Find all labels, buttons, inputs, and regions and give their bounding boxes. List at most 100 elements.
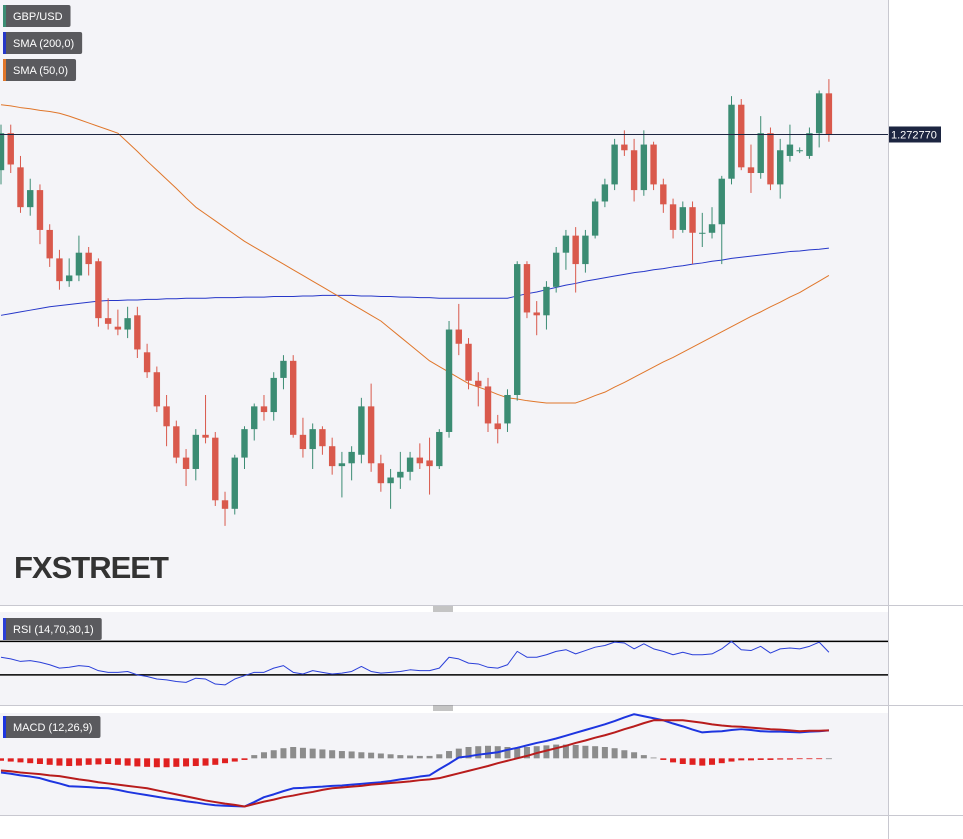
histogram-bar (0, 758, 4, 761)
histogram-bar (192, 758, 199, 767)
histogram-bar (660, 758, 667, 760)
histogram-bar (631, 752, 638, 759)
histogram-bar (134, 758, 141, 767)
legend-swatch (3, 32, 6, 54)
candle-body (299, 434, 307, 450)
histogram-bar (786, 758, 793, 760)
histogram-bar (280, 748, 287, 759)
candle-body (377, 463, 385, 484)
histogram-bar (806, 758, 813, 760)
candle-body (572, 235, 579, 265)
candle-body (387, 477, 394, 484)
candle-body (708, 224, 716, 233)
candle-body (718, 178, 725, 225)
histogram-bar (319, 749, 326, 759)
candle-body (75, 252, 83, 276)
candle-body (445, 329, 453, 432)
legend-label: SMA (50,0) (13, 65, 68, 77)
candle-body (212, 437, 219, 501)
candle-body (767, 133, 774, 185)
candle-body (562, 235, 570, 253)
line (0, 104, 830, 404)
candle-body (134, 315, 141, 350)
candle-body (806, 133, 813, 156)
legend-box (3, 32, 83, 54)
histogram-bar (718, 758, 725, 764)
candle-body (65, 275, 73, 282)
candle-body (582, 235, 589, 265)
histogram-bar (290, 747, 297, 759)
histogram-bar (514, 747, 521, 759)
legend-swatch (3, 5, 6, 27)
candle-body (27, 190, 34, 208)
histogram-bar (426, 755, 433, 759)
histogram-bar (251, 755, 258, 759)
candle-body (640, 144, 648, 191)
candle-body (660, 184, 667, 205)
histogram-bar (601, 747, 608, 759)
candle-body (95, 261, 102, 319)
histogram-bar (757, 758, 764, 760)
histogram-bar (679, 758, 686, 764)
histogram-bar (66, 758, 73, 767)
histogram-bar (173, 758, 180, 767)
candle-body (699, 232, 706, 234)
candle-body (523, 264, 531, 313)
histogram-bar (728, 758, 735, 762)
histogram-bar (377, 753, 384, 759)
histogram-bar (553, 744, 560, 759)
histogram-bar (816, 758, 823, 760)
histogram-bar (46, 758, 53, 765)
histogram-bar (621, 750, 628, 759)
candle-body (543, 286, 550, 316)
legend-label: RSI (14,70,30,1) (13, 624, 94, 636)
resize-handle[interactable] (433, 705, 453, 711)
logo: FXSTREET (14, 550, 169, 585)
candle-body (46, 229, 53, 259)
candle-body (747, 167, 755, 174)
candle-body (552, 252, 560, 287)
histogram-bar (611, 748, 618, 759)
histogram-bar (475, 746, 482, 759)
histogram-bar (105, 758, 112, 764)
resize-handle[interactable] (433, 606, 453, 612)
candle-body (143, 352, 151, 373)
histogram-bar (241, 758, 248, 760)
histogram-bar (7, 758, 14, 762)
histogram-bar (75, 758, 82, 766)
candle-body (319, 429, 326, 447)
histogram-bar (270, 750, 277, 759)
histogram-bar (689, 758, 696, 765)
histogram-bar (485, 745, 491, 759)
candle-body (192, 434, 199, 469)
candle-body (601, 184, 609, 202)
candle-body (56, 258, 63, 282)
candle-body (124, 318, 131, 330)
candle-body (591, 201, 599, 236)
histogram-bar (299, 747, 306, 759)
candle-body (348, 451, 355, 464)
histogram-bar (358, 752, 365, 759)
candle-body (426, 460, 433, 467)
marks (0, 79, 888, 808)
candle-body (494, 423, 501, 430)
candle-body (241, 429, 248, 458)
histogram-bar (777, 758, 784, 760)
candle-body (85, 252, 92, 265)
price-panel (0, 0, 888, 605)
last-price-tag (889, 126, 941, 143)
histogram-bar (36, 758, 43, 764)
candle-body (36, 190, 44, 230)
histogram-bar (222, 758, 229, 764)
histogram-bar (407, 755, 414, 759)
candle-body (533, 312, 540, 316)
candle-body (689, 207, 696, 233)
histogram-bar (368, 752, 375, 759)
candle-body (728, 104, 735, 179)
legend-box (3, 716, 101, 738)
candle-body (163, 406, 170, 427)
histogram-bar (212, 758, 219, 765)
candle-body (757, 133, 764, 174)
histogram-bar (738, 758, 745, 761)
